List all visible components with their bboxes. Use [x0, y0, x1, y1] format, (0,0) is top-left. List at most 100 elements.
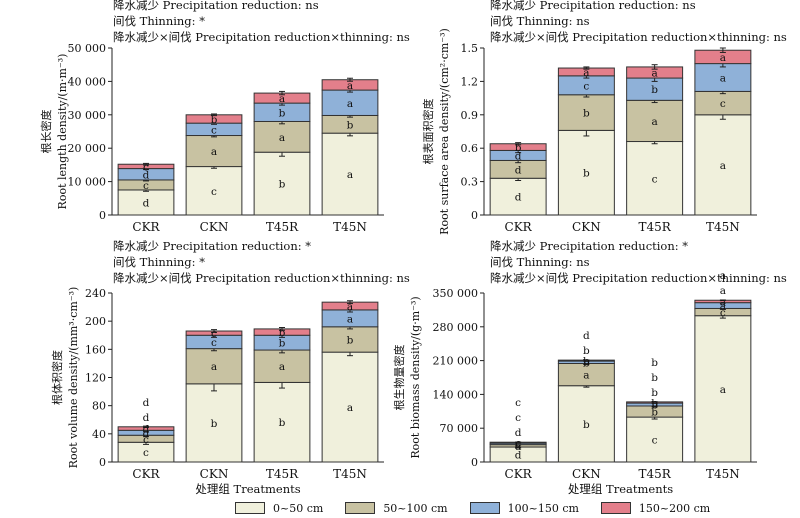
legend: 0~50 cm 50~100 cm 100~150 cm 150~200 cm	[235, 500, 726, 516]
significance-letter: c	[515, 397, 521, 409]
y-tick-label: 0.3	[461, 176, 479, 189]
significance-letter: a	[720, 301, 726, 313]
y-tick-label: 0	[471, 456, 478, 469]
significance-letter: d	[583, 330, 590, 342]
bar-segment	[253, 349, 311, 383]
significance-letter: b	[651, 357, 658, 369]
significance-letter: d	[515, 441, 522, 453]
x-tick-label: CKR	[505, 220, 533, 234]
bar-segment	[321, 351, 379, 463]
significance-letter: a	[279, 132, 285, 144]
significance-annotation: 降水减少×间伐 Precipitation reduction×thinning…	[113, 271, 410, 285]
y-axis-label-cn: 根长密度	[39, 110, 53, 154]
bar-segment	[694, 114, 752, 216]
y-tick-label: 30 000	[68, 109, 107, 122]
significance-letter: b	[583, 357, 590, 369]
significance-letter: a	[583, 370, 589, 382]
y-axis-label-en: Root biomass density/(g·m⁻³)	[409, 296, 422, 458]
significance-letter: b	[583, 419, 590, 431]
x-tick-label: CKN	[572, 467, 601, 481]
y-tick-label: 10 000	[68, 176, 107, 189]
y-tick-label: 0	[99, 456, 106, 469]
legend-label: 50~100 cm	[383, 501, 448, 515]
significance-letter: a	[211, 361, 217, 373]
significance-letter: a	[720, 296, 726, 308]
y-tick-label: 0	[471, 209, 478, 222]
significance-letter: a	[651, 67, 657, 79]
significance-letter: a	[347, 169, 353, 181]
legend-item: 150~200 cm	[600, 501, 711, 515]
significance-annotation: 降水减少×间伐 Precipitation reduction×thinning…	[490, 271, 787, 285]
y-tick-label: 0.9	[461, 109, 479, 122]
x-tick-label: T45R	[638, 220, 671, 234]
y-tick-label: 350 000	[433, 287, 479, 300]
significance-letter: b	[651, 400, 658, 412]
significance-letter: b	[583, 356, 590, 368]
x-tick-label: CKN	[572, 220, 601, 234]
significance-letter: b	[279, 107, 286, 119]
x-axis-title: 处理组 Treatments	[195, 482, 300, 496]
significance-letter: b	[279, 417, 286, 429]
legend-label: 150~200 cm	[638, 501, 711, 515]
bar-segment	[694, 315, 752, 463]
significance-letter: a	[720, 384, 726, 396]
significance-letter: b	[347, 119, 354, 131]
y-tick-label: 40	[92, 428, 106, 441]
significance-letter: c	[211, 186, 217, 198]
legend-swatch-50-100	[345, 502, 376, 514]
significance-letter: b	[279, 179, 286, 191]
y-axis-label-en: Root surface area density/(cm²·cm⁻³)	[438, 28, 451, 235]
significance-letter: c	[143, 434, 149, 446]
significance-letter: b	[515, 142, 522, 154]
legend-swatch-150-200	[600, 502, 631, 514]
bar-segment	[185, 166, 243, 216]
y-tick-label: 120	[85, 372, 106, 385]
legend-item: 0~50 cm	[235, 502, 323, 515]
y-axis-label-cn: 根生物量密度	[392, 345, 406, 411]
y-axis-label-cn: 根体积密度	[50, 350, 64, 405]
y-tick-label: 0	[99, 209, 106, 222]
y-tick-label: 70 000	[440, 422, 479, 435]
significance-letter: b	[583, 345, 590, 357]
bar-segment	[253, 120, 311, 153]
significance-letter: c	[143, 447, 149, 459]
x-tick-label: T45N	[333, 467, 367, 481]
significance-letter: c	[515, 438, 521, 450]
bar-segment	[253, 381, 311, 463]
significance-letter: d	[515, 427, 522, 439]
significance-annotation: 降水减少×间伐 Precipitation reduction×thinning…	[113, 30, 410, 44]
significance-letter: a	[347, 313, 353, 325]
y-tick-label: 1.2	[461, 75, 479, 88]
figure: 降水减少 Precipitation reduction: ns 间伐 Thinn…	[39, 0, 787, 496]
significance-letter: a	[347, 80, 353, 92]
y-tick-label: 40 000	[68, 75, 107, 88]
significance-annotation: 降水减少 Precipitation reduction: ns	[113, 0, 319, 12]
significance-letter: c	[720, 98, 726, 110]
x-tick-label: CKN	[200, 220, 229, 234]
significance-letter: d	[515, 192, 522, 204]
significance-letter: c	[143, 161, 149, 173]
x-tick-label: T45R	[266, 467, 299, 481]
significance-letter: a	[720, 160, 726, 172]
significance-letter: a	[211, 146, 217, 158]
significance-letter: a	[347, 301, 353, 313]
significance-letter: c	[211, 124, 217, 136]
legend-item: 100~150 cm	[469, 502, 579, 515]
significance-letter: b	[651, 407, 658, 419]
significance-letter: b	[279, 338, 286, 350]
significance-annotation: 间伐 Thinning: *	[113, 255, 205, 269]
significance-letter: a	[720, 285, 726, 297]
significance-letter: c	[652, 435, 658, 447]
y-tick-label: 160	[85, 343, 106, 356]
significance-letter: b	[651, 372, 658, 384]
significance-letter: a	[279, 93, 285, 105]
y-tick-label: 80	[92, 400, 106, 413]
bar-segment	[626, 99, 684, 143]
significance-letter: a	[720, 52, 726, 64]
significance-letter: b	[279, 327, 286, 339]
y-tick-label: 1.5	[461, 42, 479, 55]
significance-letter: c	[515, 412, 521, 424]
significance-letter: b	[651, 387, 658, 399]
x-tick-label: T45N	[706, 220, 740, 234]
x-tick-label: T45R	[638, 467, 671, 481]
